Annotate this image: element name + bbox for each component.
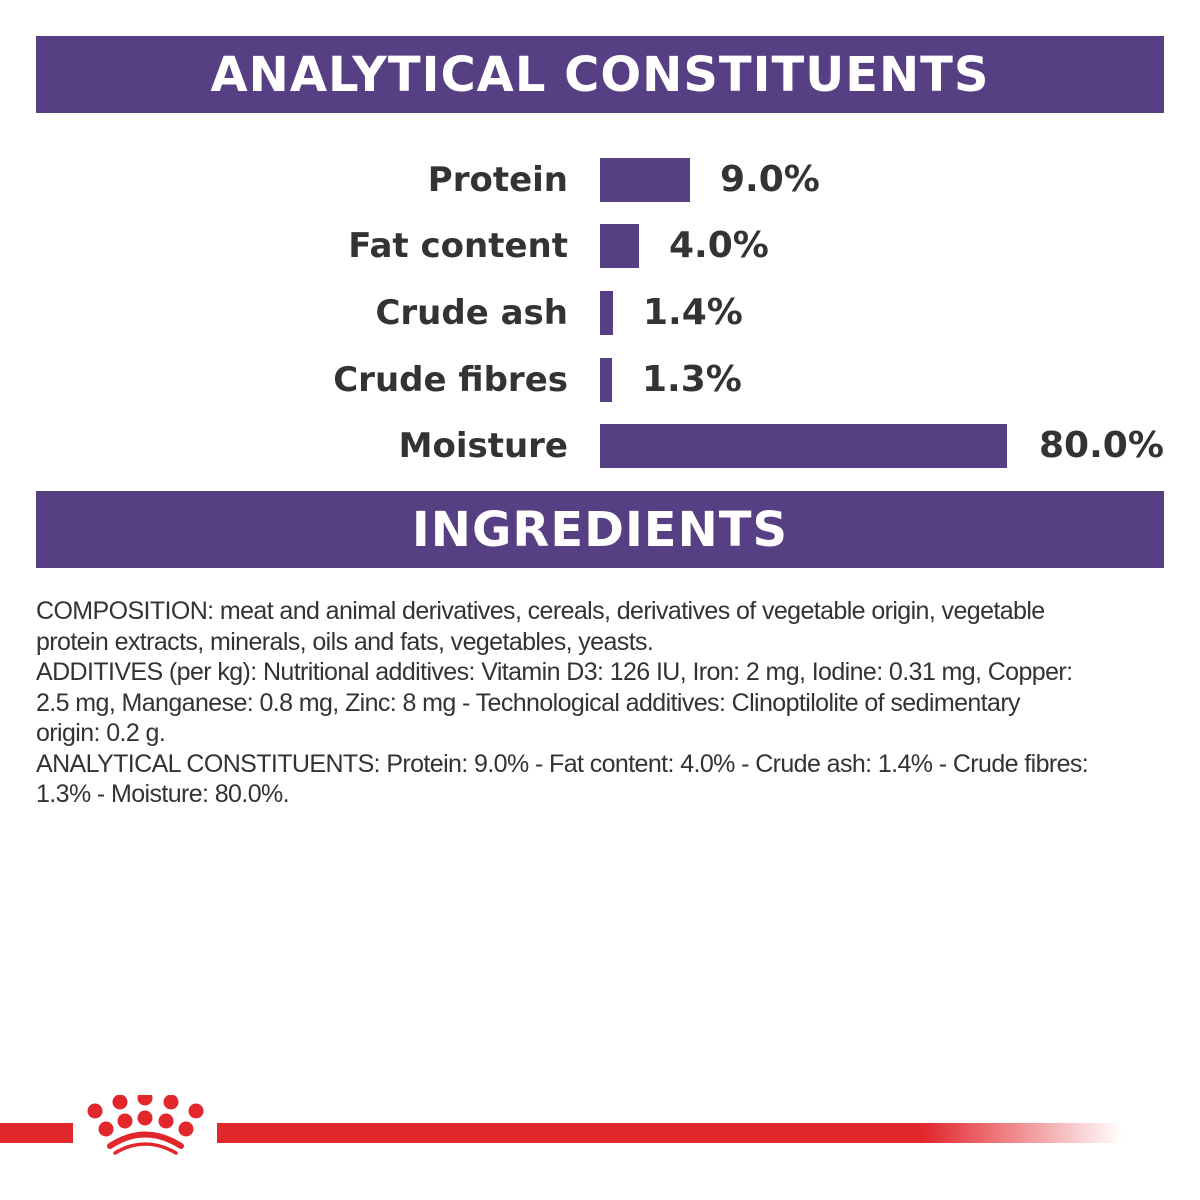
category-label: Protein bbox=[427, 160, 568, 200]
text-line: 1.3% - Moisture: 80.0%. bbox=[36, 780, 290, 808]
brand-line-right bbox=[217, 1123, 1122, 1143]
text-line: COMPOSITION: meat and animal derivatives… bbox=[36, 597, 1045, 625]
text-line: ANALYTICAL CONSTITUENTS: Protein: 9.0% -… bbox=[36, 749, 1089, 778]
value-label: 9.0% bbox=[720, 159, 820, 200]
value-label: 4.0% bbox=[669, 225, 769, 266]
bar bbox=[600, 358, 612, 402]
category-label: Fat content bbox=[348, 226, 568, 266]
chart-row: Protein 9.0% bbox=[0, 158, 1200, 202]
ingredients-text: COMPOSITION: meat and animal derivatives… bbox=[36, 596, 1089, 810]
ingredients-header: INGREDIENTS bbox=[36, 491, 1164, 568]
category-label: Moisture bbox=[398, 426, 568, 466]
crown-logo-icon bbox=[87, 1095, 204, 1155]
bar bbox=[600, 291, 613, 335]
chart-row: Crude fibres 1.3% bbox=[0, 358, 1200, 402]
bar bbox=[600, 424, 1007, 468]
category-label: Crude fibres bbox=[333, 360, 568, 400]
value-label: 1.3% bbox=[642, 359, 742, 400]
section-title: ANALYTICAL CONSTITUENTS bbox=[210, 46, 990, 103]
chart-row: Fat content 4.0% bbox=[0, 224, 1200, 268]
analytical-constituents-header: ANALYTICAL CONSTITUENTS bbox=[36, 36, 1164, 113]
bar bbox=[600, 158, 690, 202]
brand-line-left bbox=[0, 1123, 73, 1143]
chart-row: Crude ash 1.4% bbox=[0, 291, 1200, 335]
text-line: origin: 0.2 g. bbox=[36, 719, 166, 747]
bar bbox=[600, 224, 639, 268]
value-label: 1.4% bbox=[643, 292, 743, 333]
chart-row: Moisture 80.0% bbox=[0, 424, 1200, 468]
text-line: ADDITIVES (per kg): Nutritional additive… bbox=[36, 658, 1073, 686]
text-line: 2.5 mg, Manganese: 0.8 mg, Zinc: 8 mg - … bbox=[36, 688, 1021, 717]
text-line: protein extracts, minerals, oils and fat… bbox=[36, 627, 654, 656]
section-title: INGREDIENTS bbox=[411, 501, 789, 558]
category-label: Crude ash bbox=[375, 293, 568, 333]
value-label: 80.0% bbox=[1039, 425, 1164, 466]
